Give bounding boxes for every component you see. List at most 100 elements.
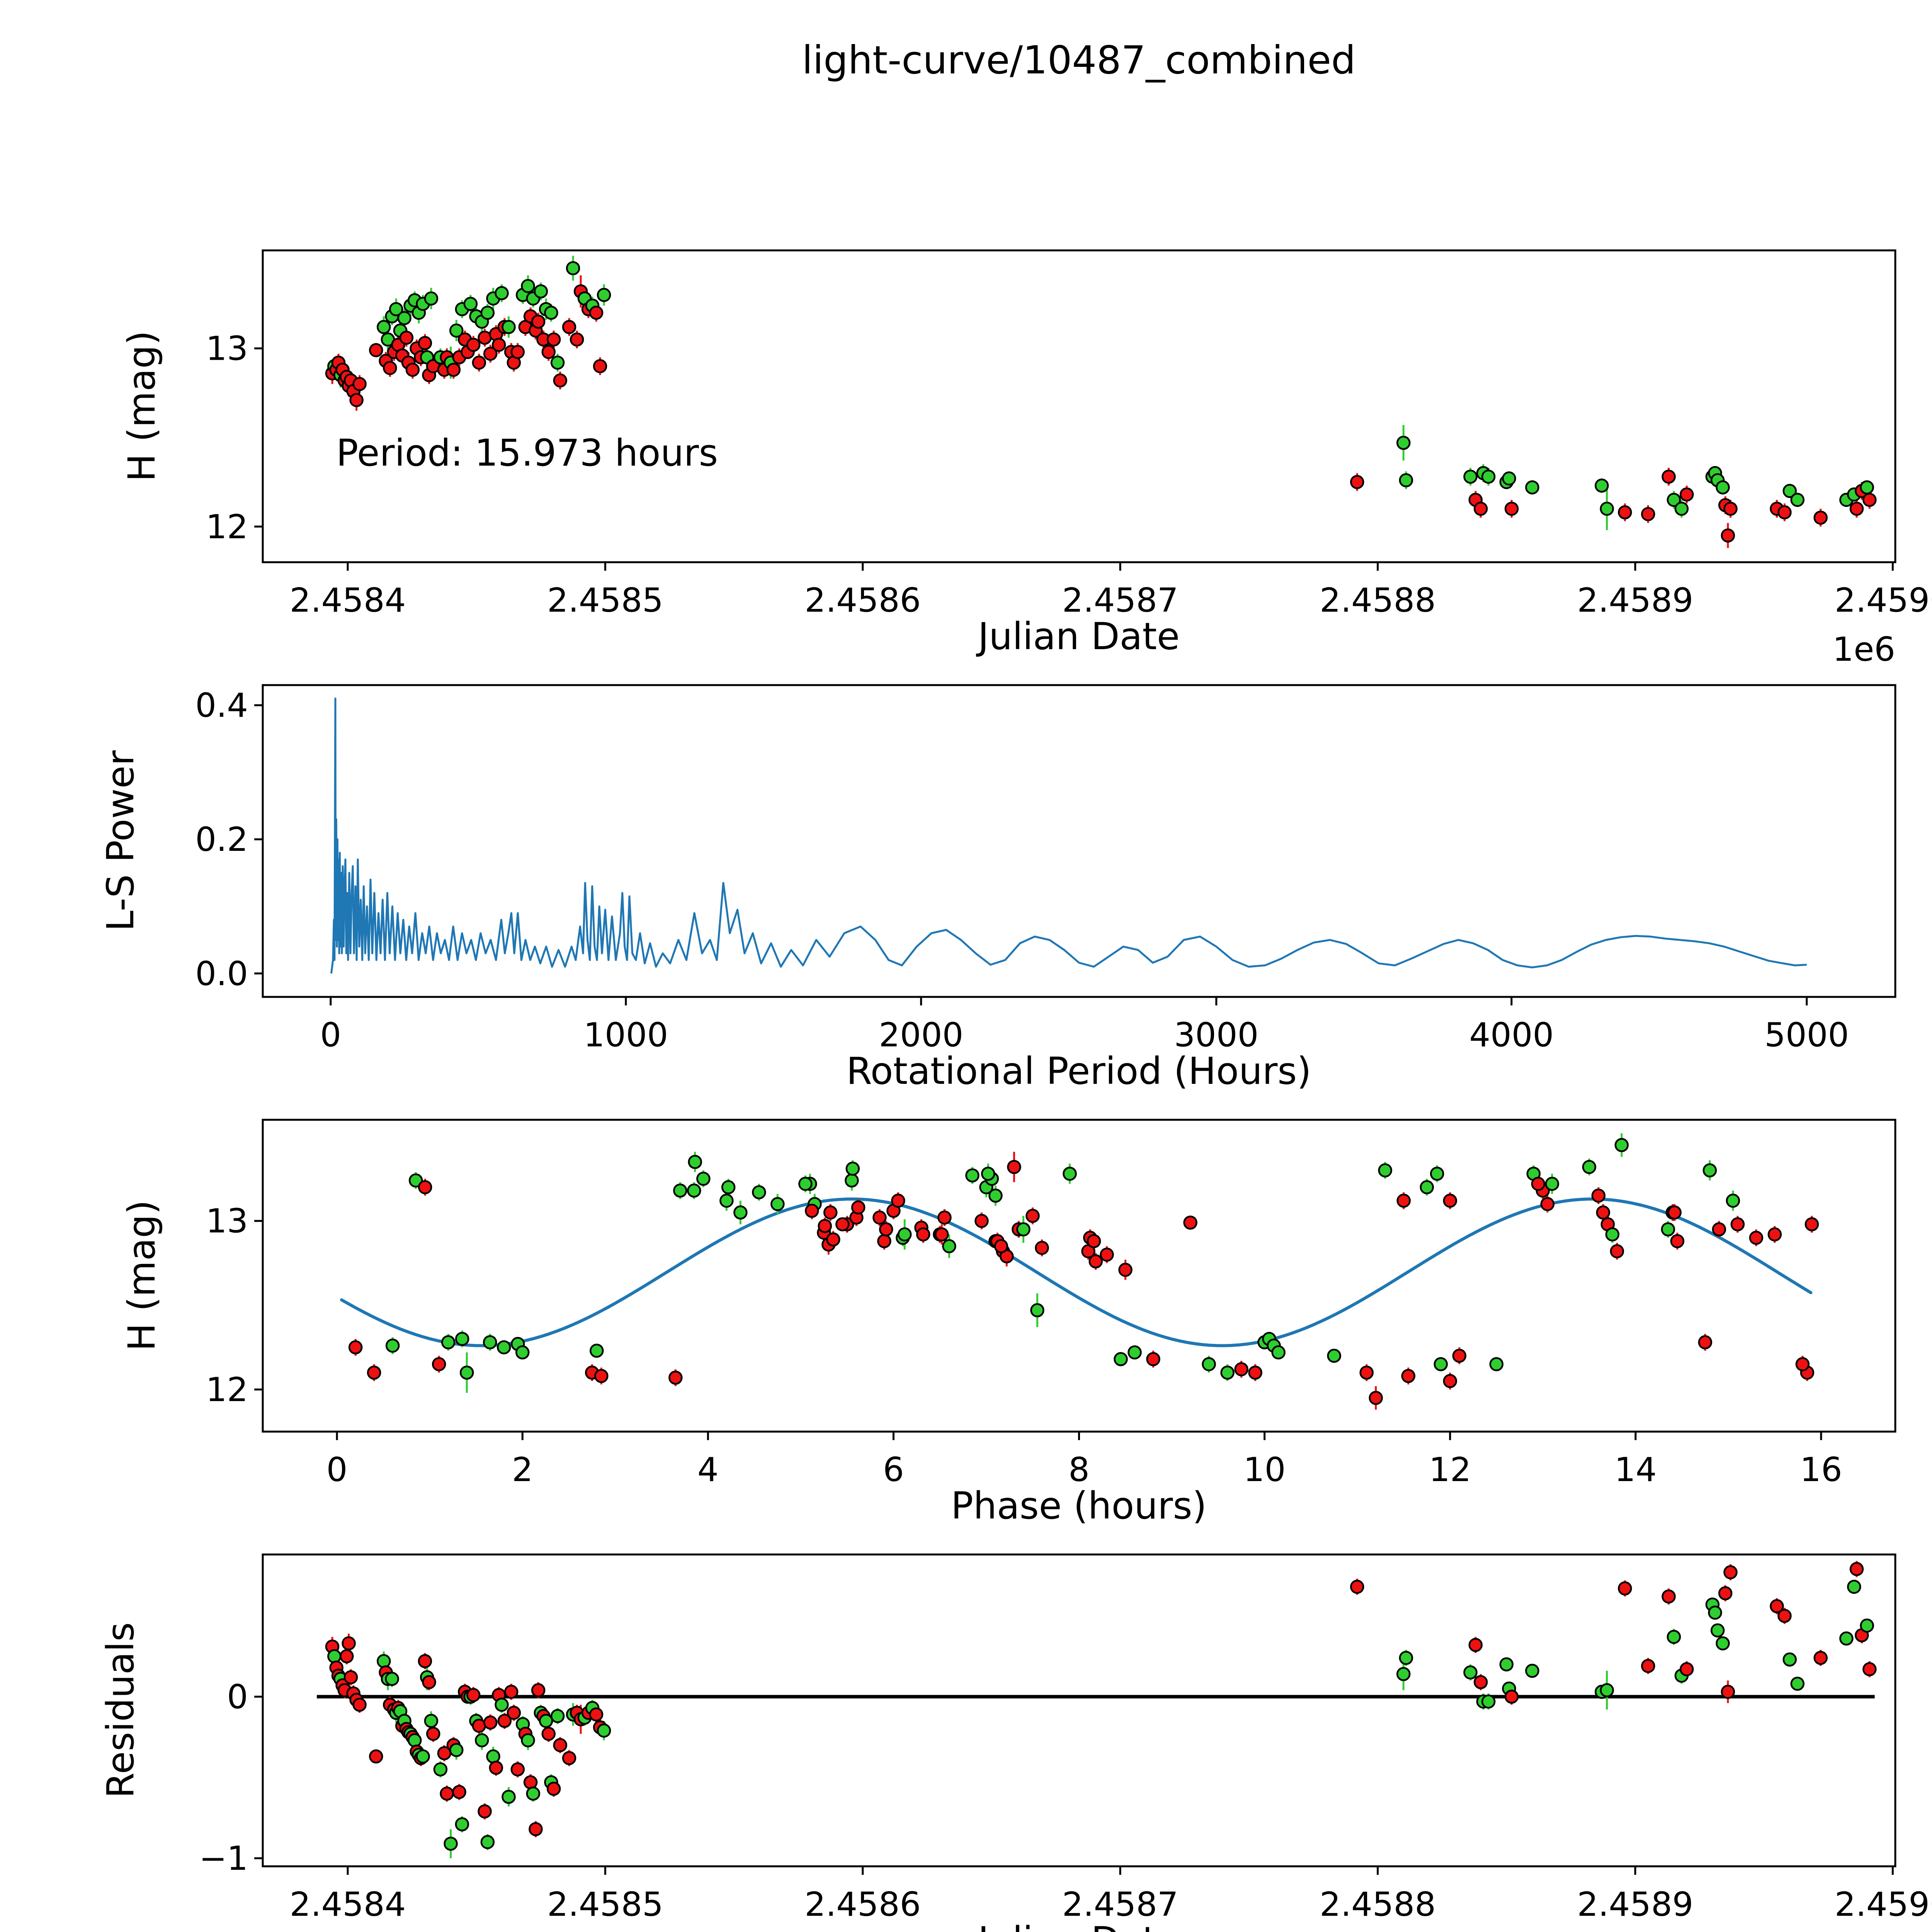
x-tick-label: 14 <box>1614 1451 1656 1489</box>
data-point-green <box>480 306 495 320</box>
data-point-red <box>1662 469 1676 484</box>
data-point-red <box>504 1685 519 1699</box>
data-point-red <box>531 315 546 329</box>
data-point-red <box>872 1210 887 1225</box>
data-point-green <box>1595 478 1609 493</box>
data-point-red <box>1670 1234 1685 1248</box>
data-point-green <box>719 1194 734 1208</box>
data-point-green <box>1463 1665 1478 1680</box>
data-point-green <box>463 297 478 311</box>
data-point-red <box>523 1775 538 1789</box>
data-point-red <box>1087 1234 1101 1248</box>
data-point-red <box>418 336 432 350</box>
panel-phase: 0 2 4 6 8 10 12 14 16 12 13 Phase (hours) H (mag) <box>120 1119 1896 1527</box>
data-point-red <box>418 1180 432 1194</box>
data-point-red <box>510 345 525 359</box>
data-point-red <box>1849 1562 1864 1576</box>
data-point-red <box>835 1217 850 1231</box>
data-point-green <box>1271 1345 1286 1360</box>
data-point-green <box>1667 493 1681 507</box>
data-point-green <box>544 306 558 320</box>
data-point-red <box>466 1688 481 1702</box>
data-point-red <box>507 1706 521 1720</box>
data-point-red <box>553 1738 567 1752</box>
data-point-red <box>483 347 498 361</box>
data-point-red <box>369 343 383 357</box>
data-point-green <box>897 1227 912 1242</box>
periodogram-plot-area: 0 1000 2000 3000 4000 5000 0.0 0.2 0.4 <box>195 684 1896 1054</box>
data-point-red <box>1183 1215 1197 1230</box>
y-tick-label: 0.2 <box>195 820 248 859</box>
data-point-green <box>495 1697 509 1712</box>
data-point-green <box>688 1155 702 1169</box>
data-point-red <box>1813 510 1828 525</box>
data-point-red <box>1443 1194 1457 1208</box>
data-point-green <box>597 288 611 302</box>
data-point-red <box>452 1785 466 1799</box>
data-point-green <box>408 1173 423 1188</box>
data-point-red <box>594 1369 609 1383</box>
data-point-red <box>1234 1362 1248 1376</box>
data-point-green <box>1114 1352 1128 1366</box>
data-point-red <box>489 1760 503 1775</box>
data-point-green <box>1481 469 1496 484</box>
data-point-red <box>1679 487 1694 502</box>
x-tick-label: 10 <box>1243 1451 1286 1489</box>
data-point-green <box>486 1749 500 1764</box>
data-point-red <box>593 359 607 373</box>
data-point-red <box>1504 1689 1519 1704</box>
data-point-green <box>502 1789 516 1804</box>
x-tick-label: 4 <box>697 1451 719 1489</box>
data-point-green <box>770 1197 785 1211</box>
panel-residuals: 2.4584 2.4585 2.4586 2.4587 2.4588 2.4589 2.45… <box>99 1553 1932 1932</box>
data-point-green <box>1399 473 1413 488</box>
data-point-green <box>483 1335 497 1350</box>
data-point-green <box>1396 435 1411 450</box>
data-point-red <box>1350 475 1364 489</box>
data-point-green <box>526 1786 540 1801</box>
axis-offset-text: 1e6 <box>1833 630 1895 669</box>
data-point-red <box>497 1714 512 1728</box>
data-point-green <box>515 1345 530 1360</box>
data-point-red <box>1359 1366 1374 1380</box>
data-point-red <box>466 338 481 352</box>
panel-lightcurve: 2.4584 2.4585 2.4586 2.4587 2.4588 2.4589 2.45… <box>120 249 1932 669</box>
data-point-green <box>455 1332 469 1346</box>
x-tick-label: 3000 <box>1174 1016 1259 1054</box>
data-point-green <box>539 1714 553 1728</box>
data-point-red <box>851 1200 866 1215</box>
data-point-red <box>1862 493 1877 507</box>
data-point-green <box>1378 1163 1392 1178</box>
data-point-red <box>1662 1589 1676 1604</box>
data-point-green <box>424 291 439 306</box>
data-point-green <box>449 323 464 338</box>
data-point-green <box>1481 1694 1496 1709</box>
data-point-green <box>416 1749 430 1764</box>
data-point-red <box>826 1232 840 1247</box>
data-point-red <box>1026 1209 1040 1223</box>
data-point-red <box>483 1715 498 1730</box>
x-tick-label: 1000 <box>583 1016 668 1054</box>
y-tick-label: 0.4 <box>195 686 248 725</box>
data-point-red <box>472 1718 486 1733</box>
data-point-red <box>541 1726 556 1741</box>
data-point-red <box>344 1670 358 1685</box>
data-point-green <box>733 1205 748 1220</box>
axes-spine <box>262 249 1896 563</box>
y-tick-label: 0.0 <box>195 954 248 993</box>
data-point-green <box>1600 502 1614 516</box>
x-tick-label: 2 <box>512 1451 533 1489</box>
data-point-red <box>570 332 584 347</box>
data-point-red <box>1468 1638 1483 1652</box>
x-axis-label: Rotational Period (Hours) <box>846 1049 1311 1093</box>
residuals-plot-area: 2.4584 2.4585 2.4586 2.4587 2.4588 2.4589 2.45… <box>199 1553 1932 1924</box>
data-point-green <box>1220 1366 1235 1380</box>
data-point-green <box>1605 1227 1620 1242</box>
data-point-red <box>1813 1651 1828 1665</box>
data-point-red <box>937 1210 952 1225</box>
data-point-red <box>1777 505 1792 520</box>
data-point-red <box>1862 1662 1877 1677</box>
data-point-green <box>1667 1629 1681 1644</box>
data-point-red <box>916 1227 930 1242</box>
data-point-green <box>1782 1652 1797 1667</box>
